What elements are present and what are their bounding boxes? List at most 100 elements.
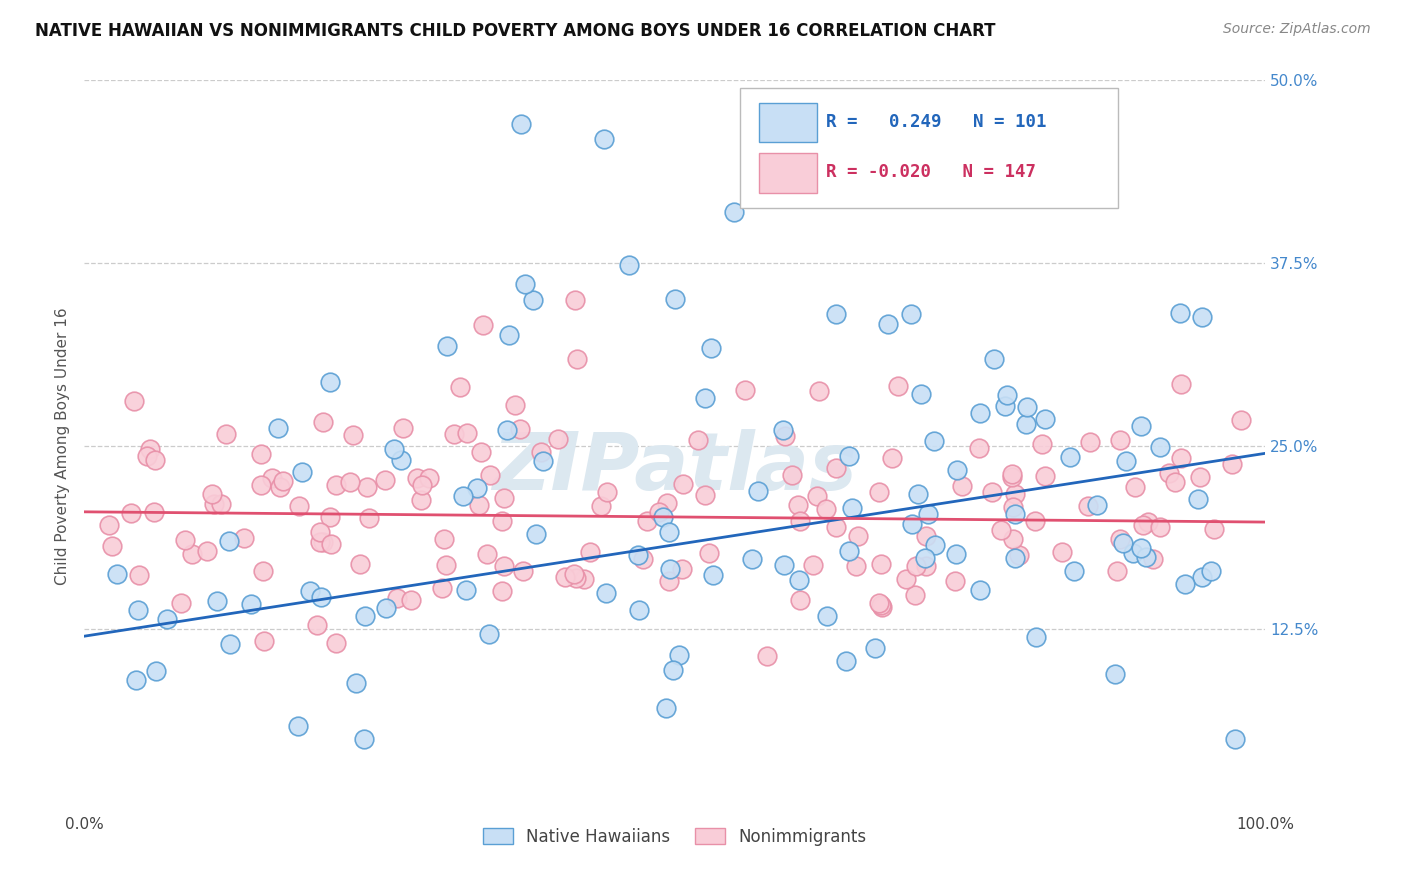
Point (374, 473, 396, 487)
Point (456, 425, 478, 440)
Point (478, 627, 501, 641)
Point (269, 480, 291, 494)
Point (627, 548, 650, 562)
Point (443, 426, 465, 441)
Point (135, 449, 157, 463)
Point (562, 566, 585, 581)
Point (145, 664, 167, 678)
Point (723, 205, 745, 219)
Point (945, 547, 967, 561)
Point (907, 487, 929, 501)
Point (841, 501, 863, 516)
Point (1109, 532, 1132, 546)
Point (870, 599, 893, 613)
Point (411, 477, 433, 491)
Point (755, 648, 778, 663)
Point (374, 601, 396, 615)
Point (308, 535, 330, 549)
Point (288, 500, 311, 514)
Point (1001, 470, 1024, 484)
Point (994, 399, 1017, 413)
Point (969, 406, 991, 420)
Point (1063, 564, 1085, 578)
Point (1031, 437, 1053, 451)
Point (1220, 457, 1243, 471)
Point (239, 598, 262, 612)
Point (309, 524, 332, 539)
Point (876, 317, 898, 331)
Point (267, 421, 290, 435)
Point (1015, 400, 1038, 414)
Point (967, 442, 990, 456)
Point (433, 532, 456, 546)
Point (1015, 417, 1038, 431)
Point (904, 588, 927, 602)
Point (1115, 454, 1137, 468)
FancyBboxPatch shape (759, 153, 817, 193)
Point (143, 453, 166, 467)
FancyBboxPatch shape (759, 103, 817, 143)
Point (1085, 498, 1108, 512)
Point (734, 383, 756, 397)
Point (510, 117, 533, 131)
Point (491, 514, 513, 528)
Point (654, 701, 676, 715)
Point (631, 552, 654, 566)
Point (1202, 522, 1225, 536)
Point (1170, 450, 1192, 465)
Point (209, 497, 232, 511)
Point (554, 570, 576, 584)
Point (344, 676, 367, 690)
Point (1188, 469, 1211, 483)
Point (1135, 550, 1157, 565)
Point (215, 427, 238, 442)
Point (868, 597, 890, 611)
Point (693, 488, 716, 502)
Point (1163, 475, 1185, 489)
Point (509, 422, 531, 436)
Point (389, 453, 412, 467)
Point (664, 292, 686, 306)
Point (995, 388, 1018, 402)
Point (1024, 514, 1046, 528)
Point (1201, 564, 1223, 578)
Point (1168, 306, 1191, 320)
Point (838, 544, 860, 558)
Point (870, 599, 893, 614)
Point (471, 318, 494, 333)
Point (1104, 666, 1126, 681)
Point (319, 509, 342, 524)
Point (747, 483, 769, 498)
Point (1130, 419, 1153, 434)
Point (672, 477, 695, 491)
Point (914, 551, 936, 566)
Point (128, 567, 150, 582)
Point (218, 533, 240, 548)
Point (475, 547, 498, 561)
Point (835, 654, 858, 668)
Point (702, 568, 724, 582)
Point (491, 584, 513, 599)
Point (1078, 434, 1101, 449)
Point (922, 434, 945, 449)
Point (1191, 310, 1213, 325)
Text: NATIVE HAWAIIAN VS NONIMMIGRANTS CHILD POVERTY AMONG BOYS UNDER 16 CORRELATION C: NATIVE HAWAIIAN VS NONIMMIGRANTS CHILD P… (35, 22, 995, 40)
Point (1174, 576, 1197, 591)
Point (814, 501, 837, 516)
Point (418, 471, 440, 485)
Point (693, 392, 716, 406)
Point (868, 484, 890, 499)
Point (617, 258, 640, 272)
Point (399, 593, 422, 607)
Point (943, 574, 966, 588)
Point (120, 506, 142, 520)
Point (1050, 544, 1073, 558)
Point (825, 307, 848, 321)
Point (565, 351, 588, 366)
Point (741, 551, 763, 566)
Point (787, 498, 810, 512)
Point (124, 393, 146, 408)
Point (1077, 499, 1099, 513)
Point (773, 558, 796, 572)
Point (1004, 508, 1026, 522)
